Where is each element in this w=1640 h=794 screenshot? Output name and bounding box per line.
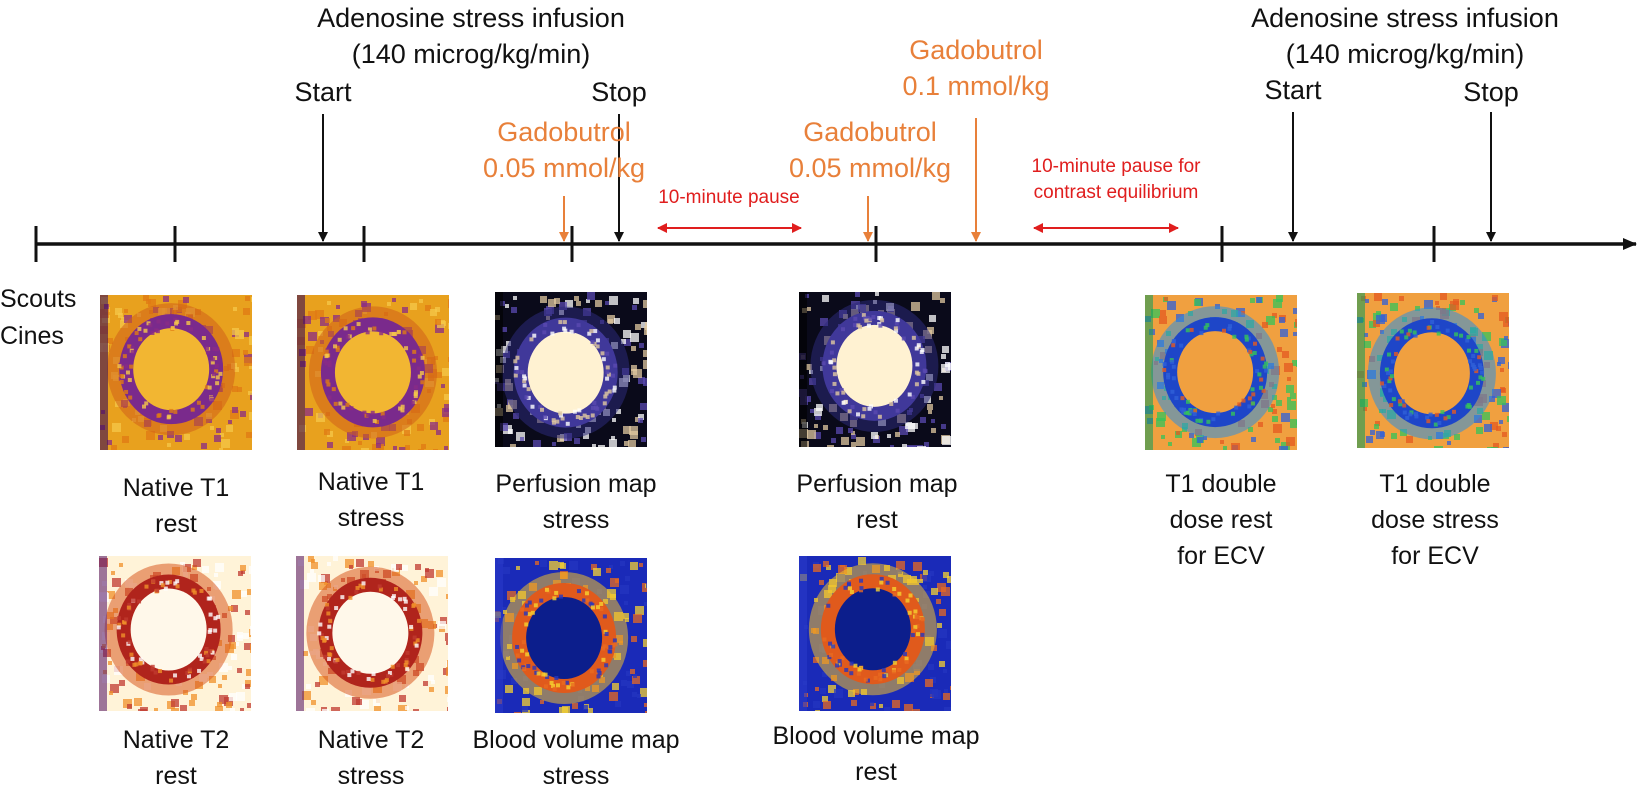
caption-native-t1-stress: Native T1 stress: [317, 468, 425, 532]
scouts-label: Scouts: [0, 285, 77, 313]
caption-t1-double-dose-stress: T1 double dose stress for ECV: [1371, 470, 1499, 570]
native-t1-stress-map: [297, 295, 449, 450]
stop2-label: Stop: [1463, 77, 1519, 107]
native-t2-stress-map: [296, 556, 448, 711]
adenosine1-label: Adenosine stress infusion (140 microg/kg/…: [317, 3, 625, 69]
caption-blood-volume-map-stress: Blood volume map stress: [472, 726, 680, 790]
perfusion-map-stress-image: [495, 292, 647, 447]
start1-label: Start: [294, 77, 352, 107]
blood-volume-map-stress-image: [495, 558, 647, 713]
native-t1-rest-image: [100, 295, 252, 450]
native-t2-rest-map: [99, 556, 251, 711]
timeline-ticks: [34, 226, 1436, 262]
blood-volume-map-stress-map: [495, 558, 647, 713]
caption-native-t2-rest: Native T2 rest: [122, 726, 230, 790]
t1-double-dose-rest-image: [1145, 295, 1297, 450]
t1-double-dose-stress-map: [1357, 293, 1509, 448]
t1-double-dose-stress-image: [1357, 293, 1509, 448]
caption-native-t2-stress: Native T2 stress: [317, 726, 425, 790]
t1-double-dose-rest-map: [1145, 295, 1297, 450]
perfusion-map-rest-image: [799, 292, 951, 447]
caption-t1-double-dose-rest: T1 double dose rest for ECV: [1165, 470, 1277, 570]
gado3-label: Gadobutrol 0.1 mmol/kg: [902, 35, 1050, 101]
native-t2-rest-image: [99, 556, 251, 711]
native-t2-stress-image: [296, 556, 448, 711]
stop1-label: Stop: [591, 77, 647, 107]
pause1-label: 10-minute pause: [658, 187, 800, 208]
perfusion-map-stress-map: [495, 292, 647, 447]
start2-label: Start: [1264, 75, 1322, 105]
gado1-label: Gadobutrol 0.05 mmol/kg: [482, 117, 646, 183]
adenosine2-label: Adenosine stress infusion (140 microg/kg/…: [1251, 3, 1559, 69]
cines-label: Cines: [0, 322, 64, 350]
caption-perfusion-map-stress: Perfusion map stress: [495, 470, 657, 534]
caption-perfusion-map-rest: Perfusion map rest: [796, 470, 958, 534]
blood-volume-map-rest-map: [799, 556, 951, 711]
native-t1-stress-image: [297, 295, 449, 450]
native-t1-rest-map: [100, 295, 252, 450]
caption-blood-volume-map-rest: Blood volume map rest: [772, 722, 980, 786]
blood-volume-map-rest-image: [799, 556, 951, 711]
perfusion-map-rest-map: [799, 292, 951, 447]
gado2-label: Gadobutrol 0.05 mmol/kg: [788, 117, 952, 183]
pause2-label: 10-minute pause for contrast equilibrium: [1031, 156, 1201, 203]
caption-native-t1-rest: Native T1 rest: [122, 474, 230, 538]
